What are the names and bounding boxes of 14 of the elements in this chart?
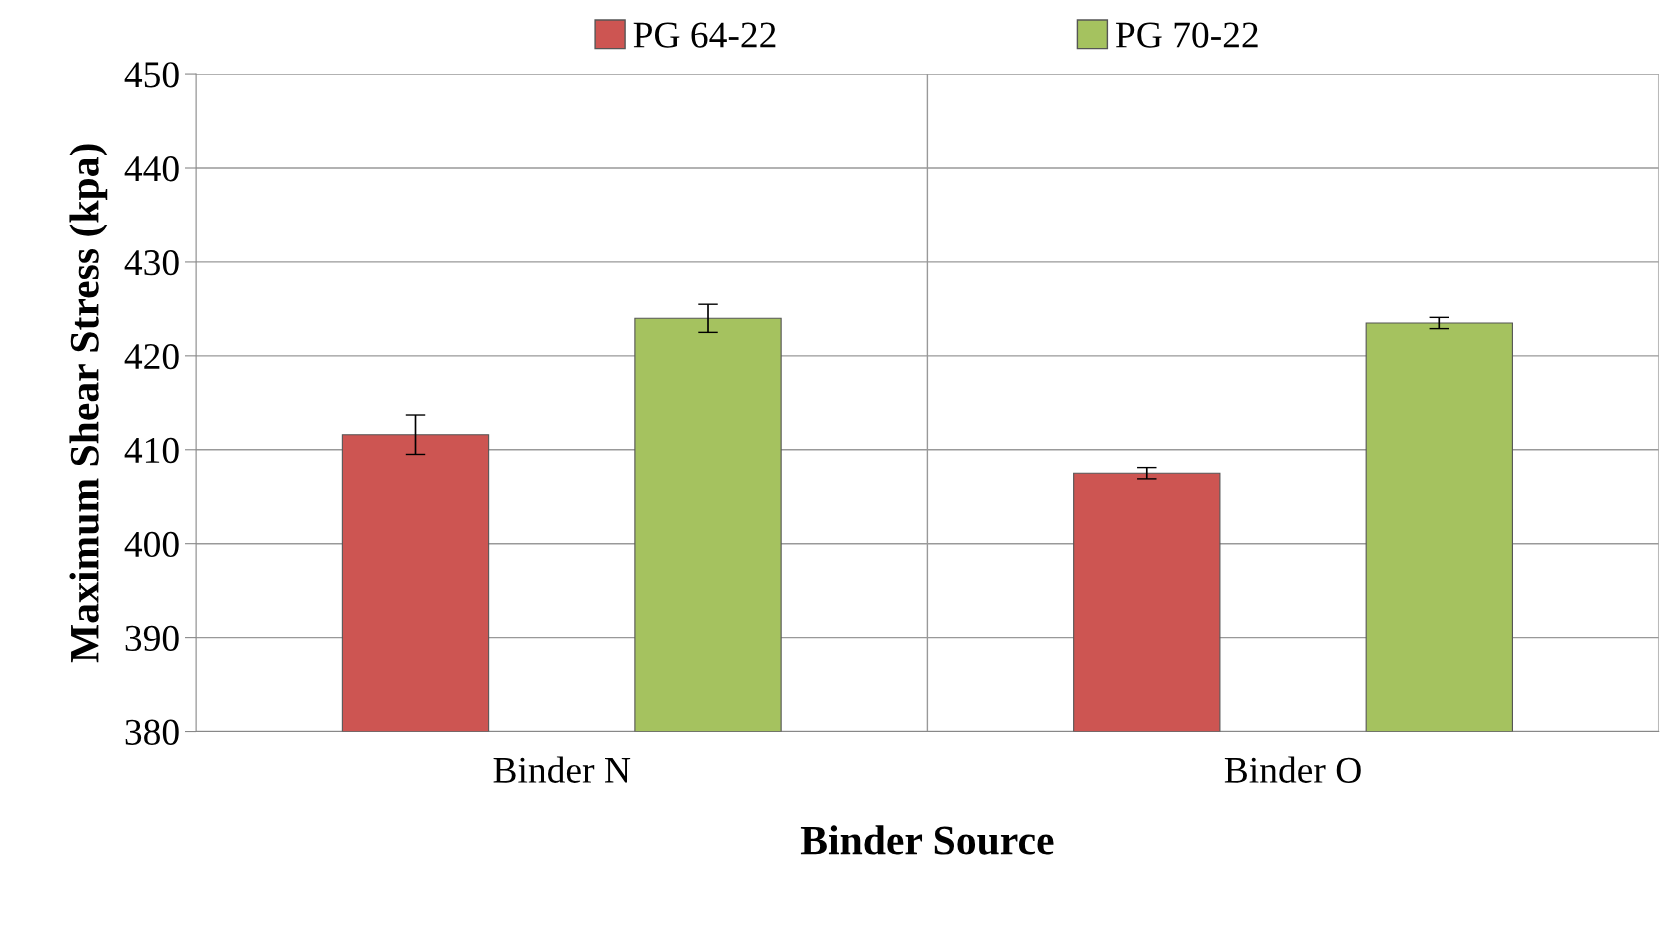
y-tick-label: 390	[125, 625, 179, 651]
legend-label: PG 70-22	[1115, 22, 1258, 48]
y-tick-label: 420	[124, 343, 179, 370]
y-tick-label: 380	[125, 719, 179, 745]
y-tick-label: 400	[124, 531, 179, 558]
y-axis-title: Maximum Shear Stress (kpa)	[69, 144, 108, 663]
x-tick-label: Binder O	[1224, 756, 1361, 783]
x-axis-title: Binder Source	[800, 825, 1054, 855]
y-tick-label: 440	[124, 156, 179, 182]
y-tick-label: 450	[124, 62, 179, 88]
y-tick-label: 430	[124, 250, 179, 276]
legend-label: PG 64-22	[633, 22, 776, 48]
x-tick-label: Binder N	[493, 756, 631, 783]
y-tick-label: 410	[124, 437, 179, 464]
